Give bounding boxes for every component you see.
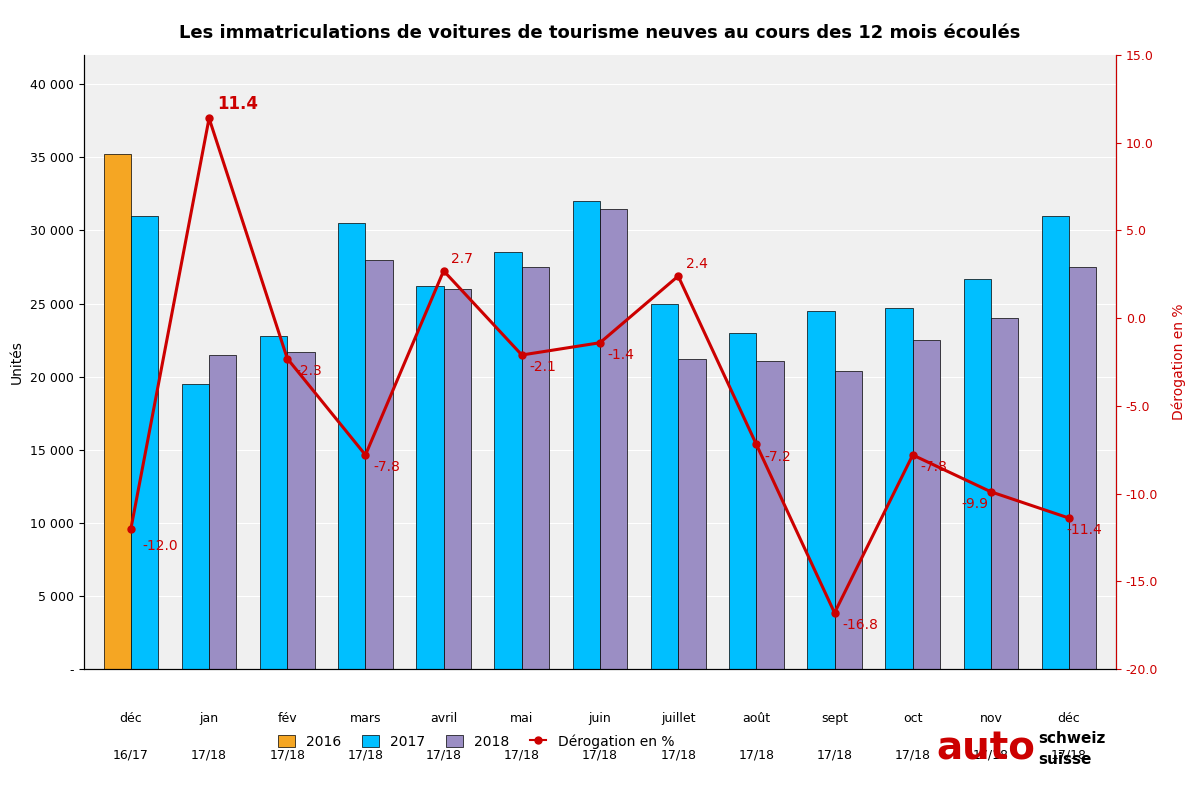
Bar	[600, 209, 628, 669]
Text: -7.8: -7.8	[373, 460, 400, 475]
Bar	[522, 267, 550, 669]
Text: juin: juin	[589, 712, 611, 725]
Text: 17/18: 17/18	[582, 748, 618, 762]
Text: 17/18: 17/18	[973, 748, 1009, 762]
Text: avril: avril	[430, 712, 457, 725]
Text: -11.4: -11.4	[1067, 523, 1103, 538]
Bar	[991, 318, 1019, 669]
Text: 17/18: 17/18	[191, 748, 227, 762]
Text: auto: auto	[936, 730, 1034, 767]
Text: 17/18: 17/18	[426, 748, 462, 762]
Text: 2.4: 2.4	[686, 257, 708, 271]
Bar	[913, 340, 940, 669]
Bar	[964, 279, 991, 669]
Bar	[416, 286, 444, 669]
Text: sept: sept	[821, 712, 848, 725]
Text: -2.3: -2.3	[295, 364, 322, 378]
Text: jan: jan	[199, 712, 218, 725]
Text: 17/18: 17/18	[1051, 748, 1087, 762]
Text: déc: déc	[1057, 712, 1080, 725]
Bar	[260, 336, 287, 669]
Bar	[444, 289, 472, 669]
Bar	[209, 355, 236, 669]
Text: 11.4: 11.4	[217, 95, 258, 113]
Text: 17/18: 17/18	[738, 748, 774, 762]
Text: -1.4: -1.4	[608, 348, 635, 362]
Text: nov: nov	[979, 712, 1002, 725]
Text: oct: oct	[902, 712, 923, 725]
Bar	[756, 360, 784, 669]
Text: déc: déc	[120, 712, 143, 725]
Bar	[886, 308, 913, 669]
Text: -16.8: -16.8	[842, 618, 878, 632]
Y-axis label: Unités: Unités	[10, 340, 24, 384]
Text: 16/17: 16/17	[113, 748, 149, 762]
Text: mars: mars	[349, 712, 382, 725]
Bar	[494, 253, 522, 669]
Text: mai: mai	[510, 712, 534, 725]
Bar	[366, 260, 392, 669]
Text: schweiz: schweiz	[1038, 731, 1105, 746]
Text: 17/18: 17/18	[504, 748, 540, 762]
Bar	[834, 371, 862, 669]
Bar	[1042, 216, 1069, 669]
Legend: 2016, 2017, 2018, Dérogation en %: 2016, 2017, 2018, Dérogation en %	[272, 729, 679, 754]
Text: 17/18: 17/18	[660, 748, 696, 762]
Text: fév: fév	[277, 712, 298, 725]
Text: -7.8: -7.8	[920, 460, 948, 475]
Bar	[181, 384, 209, 669]
Bar	[287, 352, 314, 669]
Bar	[678, 359, 706, 669]
Text: -2.1: -2.1	[529, 360, 557, 375]
Y-axis label: Dérogation en %: Dérogation en %	[1172, 304, 1187, 420]
Bar	[131, 216, 158, 669]
Bar	[103, 154, 131, 669]
Bar	[338, 224, 366, 669]
Text: août: août	[743, 712, 770, 725]
Text: -7.2: -7.2	[764, 449, 791, 464]
Bar	[808, 311, 834, 669]
Bar	[730, 333, 756, 669]
Text: juillet: juillet	[661, 712, 696, 725]
Bar	[572, 201, 600, 669]
Text: 2.7: 2.7	[451, 252, 473, 265]
Text: 17/18: 17/18	[269, 748, 305, 762]
Text: -12.0: -12.0	[143, 539, 179, 553]
Text: 17/18: 17/18	[816, 748, 852, 762]
Text: -9.9: -9.9	[961, 497, 989, 511]
Text: suisse: suisse	[1038, 752, 1091, 767]
Title: Les immatriculations de voitures de tourisme neuves au cours des 12 mois écoulés: Les immatriculations de voitures de tour…	[179, 24, 1021, 42]
Text: 17/18: 17/18	[348, 748, 384, 762]
Bar	[650, 304, 678, 669]
Bar	[1069, 267, 1097, 669]
Text: 17/18: 17/18	[895, 748, 931, 762]
